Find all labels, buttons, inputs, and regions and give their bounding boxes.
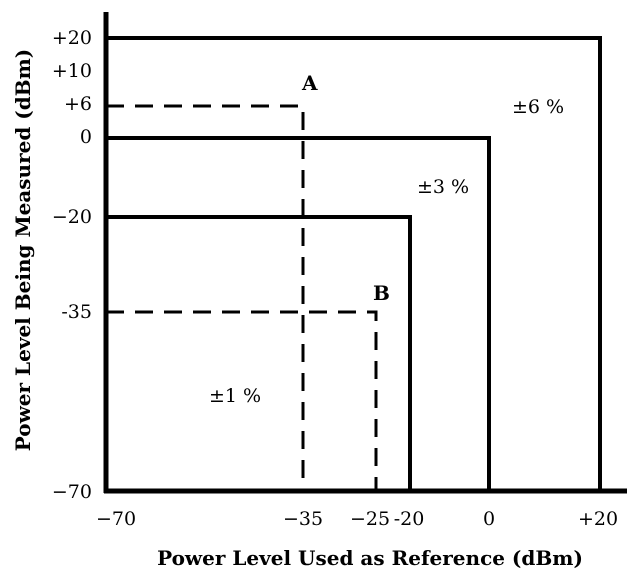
y-tick-label: +6 <box>64 93 92 115</box>
x-tick-label: -20 <box>394 508 425 530</box>
region-label-6-percent: ±6 % <box>512 96 564 118</box>
region-boundary-3-percent <box>106 136 491 491</box>
point-a-guide <box>106 104 305 491</box>
x-tick-label: +20 <box>578 508 618 530</box>
y-tick-label: −20 <box>52 206 92 228</box>
region-label-3-percent: ±3 % <box>417 176 469 198</box>
x-axis-title: Power Level Used as Reference (dBm) <box>157 546 583 570</box>
y-tick-label: −70 <box>52 481 92 503</box>
point-a-label: A <box>301 71 318 95</box>
region-label-1-percent: ±1 % <box>209 385 261 407</box>
y-tick-label: +20 <box>52 27 92 49</box>
x-tick-label: −35 <box>283 508 323 530</box>
point-b-guide <box>106 310 378 491</box>
y-axis-title: Power Level Being Measured (dBm) <box>11 49 35 452</box>
point-b-label: B <box>373 281 390 305</box>
y-tick-label: -35 <box>61 301 92 323</box>
region-boundary-1-percent <box>106 215 412 491</box>
region-boundary-6-percent <box>106 36 602 491</box>
x-tick-label: 0 <box>483 508 495 530</box>
y-tick-label: 0 <box>80 126 92 148</box>
x-tick-label: −25 <box>350 508 390 530</box>
x-tick-label: −70 <box>96 508 136 530</box>
y-tick-label: +10 <box>52 60 92 82</box>
